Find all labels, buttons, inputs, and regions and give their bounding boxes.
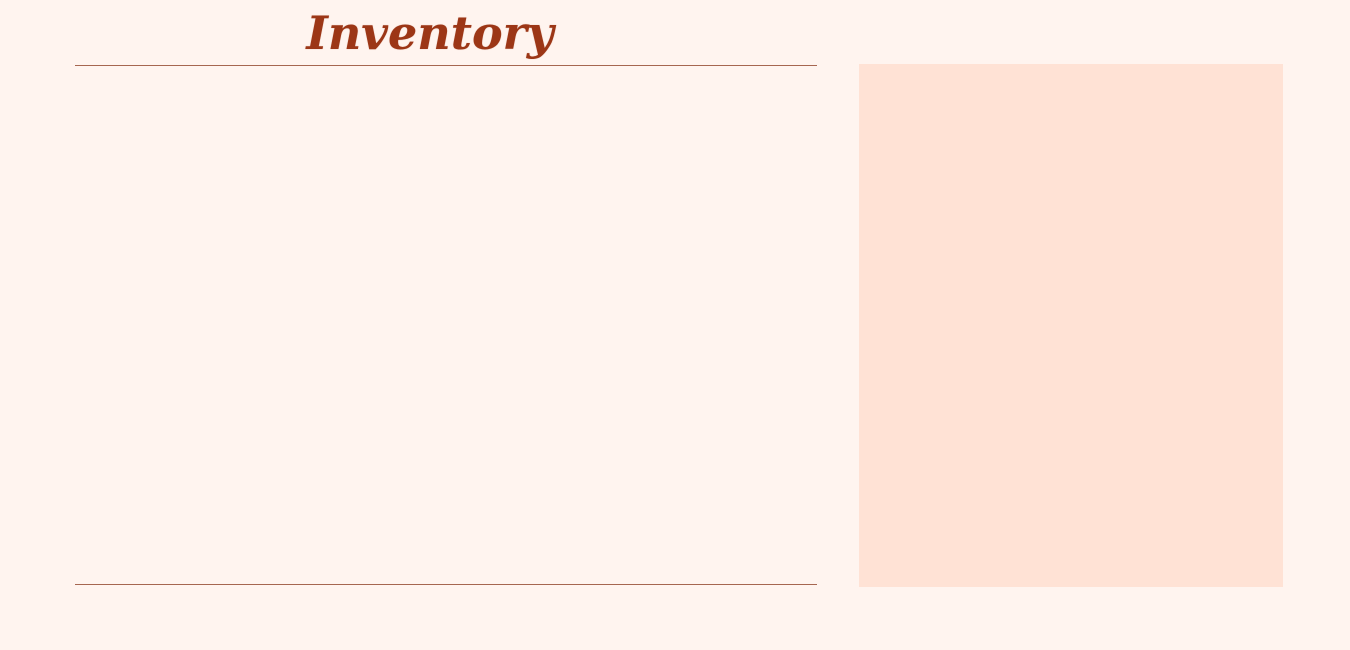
inventory-item-grid bbox=[75, 66, 817, 584]
inventory-title: Inventory bbox=[306, 6, 554, 60]
inventory-top-divider bbox=[75, 65, 817, 66]
inventory-bottom-divider bbox=[75, 584, 817, 585]
inventory-panel: Inventory bbox=[75, 0, 817, 586]
item-details-panel bbox=[859, 64, 1283, 587]
